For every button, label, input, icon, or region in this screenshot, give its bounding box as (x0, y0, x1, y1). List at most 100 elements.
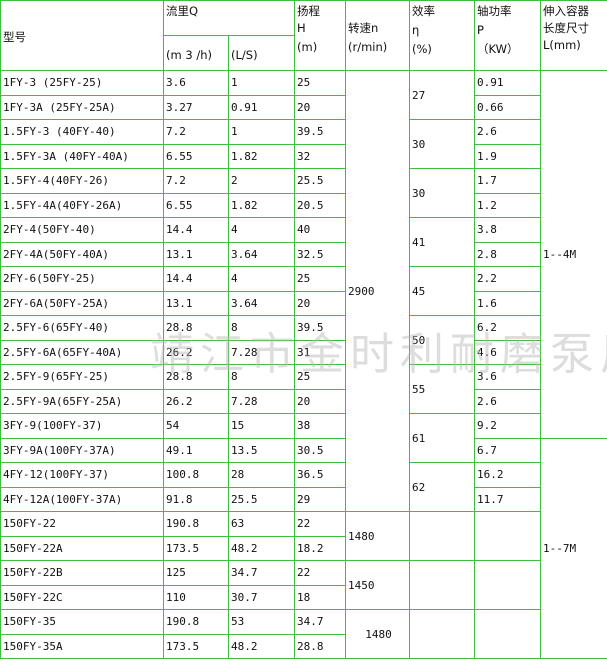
power-cell: 11.7 (474, 486, 541, 512)
power-cell: 2.6 (474, 119, 541, 145)
length-cell: 1--4M (540, 70, 607, 439)
efficiency-cell: 27 (409, 70, 475, 120)
speed-cell: 2900 (345, 70, 410, 512)
head-cell: 22 (294, 560, 346, 586)
flow-ls-cell: 7.28 (228, 388, 295, 414)
flow-m3h-cell: 173.5 (163, 535, 229, 561)
table-row: 150FY-22C 110 30.7 18 (0, 584, 607, 610)
flow-ls-cell: 1 (228, 119, 295, 145)
flow-m3h-cell: 190.8 (163, 511, 229, 537)
flow-ls-cell: 1.82 (228, 143, 295, 169)
flow-ls-cell: 4 (228, 217, 295, 243)
flow-m3h-cell: 26.2 (163, 339, 229, 365)
flow-ls-cell: 13.5 (228, 437, 295, 463)
table-row: 2.5FY-6A(65FY-40A) 26.2 7.28 31 4.6 (0, 339, 607, 365)
head-cell: 18 (294, 584, 346, 610)
table-row: 2FY-4(50FY-40) 14.4 4 40 41 3.8 (0, 217, 607, 267)
model-cell: 4FY-12A(100FY-37A) (0, 486, 164, 512)
head-cell: 32.5 (294, 241, 346, 267)
flow-ls-cell: 53 (228, 609, 295, 635)
power-cell (474, 511, 541, 561)
head-cell: 39.5 (294, 119, 346, 145)
efficiency-cell: 61 (409, 413, 475, 463)
model-cell: 1FY-3 (25FY-25) (0, 70, 164, 96)
head-cell: 18.2 (294, 535, 346, 561)
head-cell: 36.5 (294, 462, 346, 488)
model-cell: 2.5FY-6(65FY-40) (0, 315, 164, 341)
table-row: 2FY-6A(50FY-25A) 13.1 3.64 20 1.6 (0, 290, 607, 316)
power-cell: 2.2 (474, 266, 541, 292)
model-cell: 150FY-22B (0, 560, 164, 586)
power-cell: 16.2 (474, 462, 541, 488)
flow-m3h-cell: 13.1 (163, 241, 229, 267)
header-head: 扬程 H (m) (294, 0, 346, 71)
flow-m3h-cell: 7.2 (163, 119, 229, 145)
table-row: 150FY-35A 173.5 48.2 28.8 (0, 633, 607, 659)
head-cell: 20 (294, 94, 346, 120)
power-cell: 6.2 (474, 315, 541, 341)
flow-ls-cell: 2 (228, 168, 295, 194)
header-speed: 转速n (r/min) (345, 0, 410, 71)
header-flow-ls: (L/S) (228, 35, 295, 71)
table-row: 150FY-35 190.8 53 34.7 1480 (0, 609, 607, 659)
efficiency-cell: 62 (409, 462, 475, 512)
flow-m3h-cell: 14.4 (163, 217, 229, 243)
header-efficiency: 效率 η (%) (409, 0, 475, 71)
flow-m3h-cell: 28.8 (163, 315, 229, 341)
header-flow: 流里Q (163, 0, 295, 36)
table-row: 3FY-9A(100FY-37A) 49.1 13.5 30.5 6.7 1--7M (0, 437, 607, 659)
flow-m3h-cell: 3.6 (163, 70, 229, 96)
flow-m3h-cell: 3.27 (163, 94, 229, 120)
flow-m3h-cell: 54 (163, 413, 229, 439)
flow-ls-cell: 1 (228, 70, 295, 96)
flow-ls-cell: 7.28 (228, 339, 295, 365)
model-cell: 1.5FY-4(40FY-26) (0, 168, 164, 194)
table-row: 2FY-4A(50FY-40A) 13.1 3.64 32.5 2.8 (0, 241, 607, 267)
table-row: 1FY-3A (25FY-25A) 3.27 0.91 20 0.66 (0, 94, 607, 120)
flow-ls-cell: 8 (228, 315, 295, 341)
flow-ls-cell: 28 (228, 462, 295, 488)
flow-ls-cell: 63 (228, 511, 295, 537)
table-row: 150FY-22 190.8 63 22 1480 (0, 511, 607, 561)
table-row: 2.5FY-9A(65FY-25A) 26.2 7.28 20 2.6 (0, 388, 607, 414)
model-cell: 2.5FY-9A(65FY-25A) (0, 388, 164, 414)
model-cell: 2.5FY-6A(65FY-40A) (0, 339, 164, 365)
flow-m3h-cell: 14.4 (163, 266, 229, 292)
flow-ls-cell: 0.91 (228, 94, 295, 120)
flow-ls-cell: 25.5 (228, 486, 295, 512)
flow-ls-cell: 3.64 (228, 290, 295, 316)
table-row: 1FY-3 (25FY-25) 3.6 1 25 2900 27 0.91 1--4M (0, 70, 607, 512)
table-row: 150FY-22A 173.5 48.2 18.2 (0, 535, 607, 561)
head-cell: 40 (294, 217, 346, 243)
flow-ls-cell: 30.7 (228, 584, 295, 610)
header-length: 伸入容器 长度尺寸 L(mm) (540, 0, 607, 71)
table-row: 2.5FY-6(65FY-40) 28.8 8 39.5 50 6.2 (0, 315, 607, 365)
head-cell: 25 (294, 364, 346, 390)
head-cell: 25 (294, 70, 346, 96)
model-cell: 2FY-4A(50FY-40A) (0, 241, 164, 267)
power-cell: 2.6 (474, 388, 541, 414)
flow-ls-cell: 48.2 (228, 535, 295, 561)
model-cell: 150FY-35 (0, 609, 164, 635)
flow-m3h-cell: 13.1 (163, 290, 229, 316)
power-cell: 0.66 (474, 94, 541, 120)
table-row: 1.5FY-3 (40FY-40) 7.2 1 39.5 30 2.6 (0, 119, 607, 169)
flow-m3h-cell: 6.55 (163, 192, 229, 218)
flow-ls-cell: 48.2 (228, 633, 295, 659)
head-cell: 28.8 (294, 633, 346, 659)
power-cell: 3.6 (474, 364, 541, 390)
table-row: 4FY-12A(100FY-37A) 91.8 25.5 29 11.7 (0, 486, 607, 512)
header-flow-m3h: (m 3 /h) (163, 35, 229, 71)
efficiency-cell: 50 (409, 315, 475, 365)
head-cell: 32 (294, 143, 346, 169)
speed-cell: 1480 (345, 511, 410, 561)
table-row: 4FY-12(100FY-37) 100.8 28 36.5 62 16.2 (0, 462, 607, 512)
flow-ls-cell: 1.82 (228, 192, 295, 218)
table-row: 3FY-9(100FY-37) 54 15 38 61 9.2 (0, 413, 607, 463)
efficiency-cell: 45 (409, 266, 475, 316)
model-cell: 3FY-9A(100FY-37A) (0, 437, 164, 463)
model-cell: 1.5FY-3 (40FY-40) (0, 119, 164, 145)
model-cell: 4FY-12(100FY-37) (0, 462, 164, 488)
efficiency-cell (409, 511, 475, 561)
